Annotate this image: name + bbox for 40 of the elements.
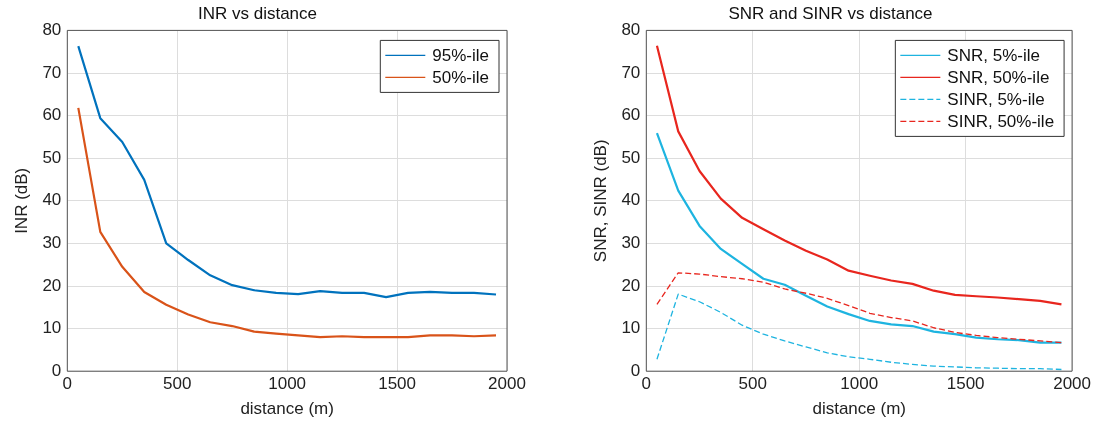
y-tick-label: 70: [621, 62, 641, 82]
y-tick-label: 10: [621, 318, 641, 338]
y-tick-label: 30: [621, 233, 641, 253]
line-series: [656, 272, 1063, 344]
x-tick-label: 1000: [840, 374, 879, 394]
legend-label: SNR, 50%-ile: [947, 68, 1050, 88]
x-axis-title: distance (m): [812, 399, 906, 419]
x-tick-label: 1500: [378, 374, 416, 394]
x-tick-label: 2000: [488, 374, 526, 394]
x-tick-label: 500: [163, 374, 192, 394]
y-tick-label: 20: [42, 275, 62, 295]
chart-title: INR vs distance: [197, 3, 318, 23]
x-tick-label: 1500: [946, 374, 985, 394]
y-tick-label: 60: [42, 105, 62, 125]
x-tick-label: 1000: [268, 374, 307, 394]
y-tick-label: 0: [51, 360, 62, 380]
y-tick-label: 10: [42, 318, 62, 338]
x-axis-title: distance (m): [240, 399, 334, 419]
legend-label: SINR, 50%-ile: [947, 112, 1055, 132]
y-tick-label: 80: [621, 20, 641, 40]
y-axis-title: SNR, SINR (dB): [590, 139, 610, 263]
y-tick-label: 40: [42, 190, 62, 210]
x-tick-label: 2000: [1053, 374, 1091, 394]
y-tick-label: 80: [42, 20, 62, 40]
y-tick-label: 70: [42, 62, 62, 82]
y-tick-label: 50: [42, 147, 62, 167]
chart-title: SNR and SINR vs distance: [728, 3, 933, 23]
y-tick-label: 0: [630, 360, 641, 380]
legend-label: 95%-ile: [432, 46, 490, 66]
legend-label: 50%-ile: [432, 68, 490, 88]
x-tick-label: 500: [738, 374, 767, 394]
y-tick-label: 30: [42, 233, 62, 253]
legend-label: SNR, 5%-ile: [947, 46, 1040, 66]
y-tick-label: 50: [621, 147, 641, 167]
legend-label: SINR, 5%-ile: [947, 90, 1045, 110]
y-axis-title: INR (dB): [11, 167, 31, 234]
y-tick-label: 60: [621, 105, 641, 125]
y-tick-label: 40: [621, 190, 641, 210]
y-tick-label: 20: [621, 275, 641, 295]
line-series: [656, 293, 1063, 371]
